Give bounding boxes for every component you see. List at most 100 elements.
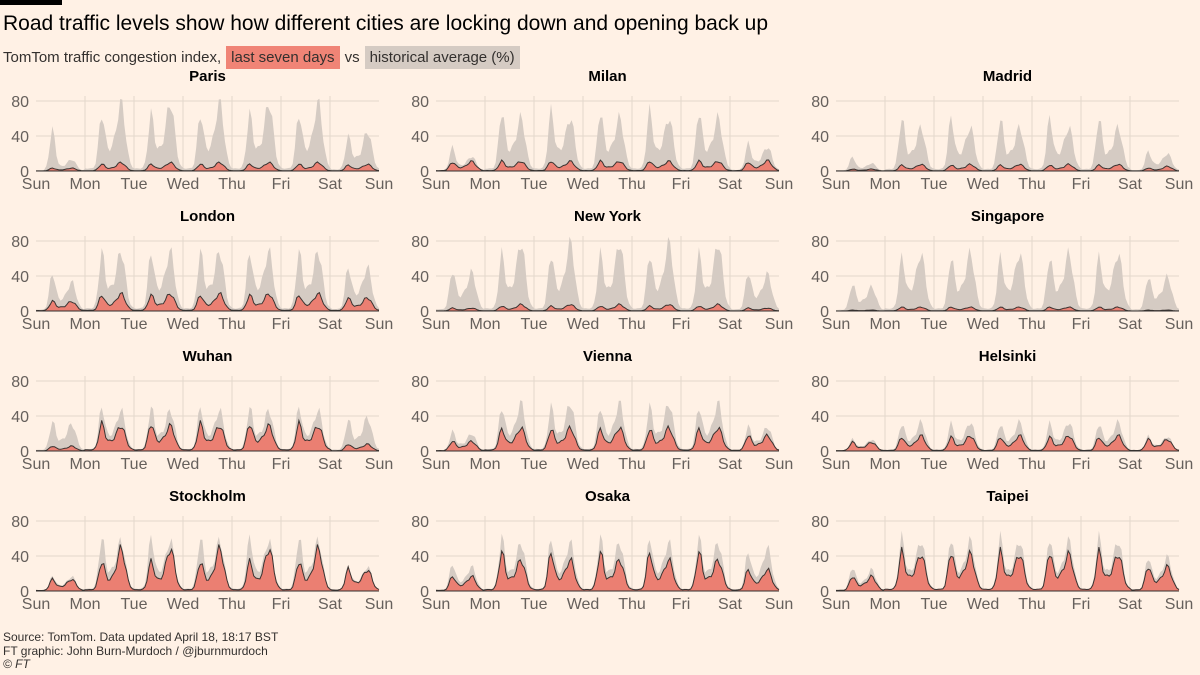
- chart-subtitle: TomTom traffic congestion index, last se…: [3, 46, 520, 69]
- x-tick-label: Mon: [869, 596, 900, 613]
- x-tick-label: Sun: [822, 596, 850, 613]
- y-tick-label: 0: [820, 164, 829, 181]
- x-tick-label: Mon: [69, 316, 100, 333]
- y-tick-label: 0: [420, 304, 429, 321]
- x-tick-label: Sat: [1118, 456, 1143, 473]
- y-tick-label: 40: [411, 269, 429, 286]
- x-tick-label: Sun: [822, 176, 850, 193]
- y-tick-label: 40: [811, 409, 829, 426]
- series-current-area: [836, 163, 1179, 171]
- x-tick-label: Wed: [967, 176, 1000, 193]
- y-tick-label: 80: [811, 514, 829, 531]
- panel-title: Singapore: [971, 208, 1044, 225]
- x-tick-label: Sun: [365, 176, 393, 193]
- x-tick-label: Mon: [69, 596, 100, 613]
- y-tick-label: 80: [11, 94, 29, 111]
- series-current-line: [35, 544, 380, 591]
- x-tick-label: Sat: [1118, 316, 1143, 333]
- x-tick-label: Fri: [1072, 316, 1091, 333]
- series-current-line: [435, 159, 780, 172]
- y-tick-label: 80: [811, 374, 829, 391]
- y-tick-label: 40: [11, 409, 29, 426]
- x-tick-label: Sun: [365, 316, 393, 333]
- y-tick-label: 0: [20, 304, 29, 321]
- legend-vs: vs: [344, 49, 360, 66]
- x-tick-label: Mon: [469, 456, 500, 473]
- y-tick-label: 80: [811, 94, 829, 111]
- panel-title: New York: [574, 208, 642, 225]
- x-tick-label: Mon: [69, 176, 100, 193]
- x-tick-label: Sat: [718, 176, 743, 193]
- panel-madrid: 0 40 80 Sun Mon Tue Wed Thu Fri Sat Sun Madrid: [811, 68, 1193, 193]
- series-current-line: [436, 424, 780, 452]
- x-tick-label: Sun: [365, 456, 393, 473]
- y-tick-label: 0: [20, 584, 29, 601]
- x-tick-label: Mon: [869, 456, 900, 473]
- y-tick-label: 0: [420, 444, 429, 461]
- y-tick-label: 40: [811, 129, 829, 146]
- x-tick-label: Wed: [167, 316, 200, 333]
- panel-paris: 0 40 80 Sun Mon Tue Wed Thu Fri Sat Sun Paris: [11, 68, 393, 193]
- x-tick-label: Mon: [869, 176, 900, 193]
- x-tick-label: Sat: [1118, 176, 1143, 193]
- series-current-line: [836, 434, 1180, 452]
- x-tick-label: Sun: [422, 596, 450, 613]
- panel-title: London: [180, 208, 235, 225]
- y-tick-label: 0: [820, 304, 829, 321]
- panel-wuhan: 0 40 80 Sun Mon Tue Wed Thu Fri Sat Sun Wuhan: [11, 348, 393, 473]
- x-tick-label: Sun: [22, 316, 50, 333]
- x-tick-label: Tue: [521, 316, 548, 333]
- source-note: Source: TomTom. Data updated April 18, 1…: [3, 630, 279, 644]
- copyright-note: © FT: [3, 657, 30, 671]
- x-tick-label: Mon: [469, 316, 500, 333]
- x-tick-label: Fri: [272, 596, 291, 613]
- panel-london: 0 40 80 Sun Mon Tue Wed Thu Fri Sat Sun London: [11, 208, 393, 333]
- series-current-area: [36, 161, 379, 171]
- x-tick-label: Tue: [121, 596, 148, 613]
- y-tick-label: 0: [20, 164, 29, 181]
- y-tick-label: 0: [20, 444, 29, 461]
- x-tick-label: Sat: [718, 456, 743, 473]
- x-tick-label: Sun: [1165, 456, 1193, 473]
- panel-milan: 0 40 80 Sun Mon Tue Wed Thu Fri Sat Sun Milan: [411, 68, 793, 193]
- series-historical-area: [36, 98, 379, 171]
- panel-stockholm: 0 40 80 Sun Mon Tue Wed Thu Fri Sat Sun Stockholm: [11, 488, 393, 613]
- x-tick-label: Tue: [921, 456, 948, 473]
- x-tick-label: Thu: [618, 176, 646, 193]
- panel-new-york: 0 40 80 Sun Mon Tue Wed Thu Fri Sat Sun New York: [411, 208, 793, 333]
- panel-title: Madrid: [983, 68, 1032, 85]
- x-tick-label: Sat: [1118, 596, 1143, 613]
- x-tick-label: Sun: [822, 316, 850, 333]
- x-tick-label: Tue: [521, 596, 548, 613]
- series-current-area: [36, 292, 379, 311]
- x-tick-label: Sun: [765, 456, 793, 473]
- series-current-area: [436, 425, 779, 451]
- y-tick-label: 80: [11, 234, 29, 251]
- series-current-area: [436, 303, 779, 311]
- x-tick-label: Sun: [765, 176, 793, 193]
- series-historical-area: [836, 114, 1179, 171]
- panel-taipei: 0 40 80 Sun Mon Tue Wed Thu Fri Sat Sun Taipei: [811, 488, 1193, 613]
- x-tick-label: Fri: [672, 176, 691, 193]
- x-tick-label: Mon: [469, 176, 500, 193]
- x-tick-label: Tue: [521, 456, 548, 473]
- x-tick-label: Sun: [22, 456, 50, 473]
- panel-title: Taipei: [986, 488, 1028, 505]
- x-tick-label: Thu: [218, 596, 246, 613]
- x-tick-label: Wed: [167, 176, 200, 193]
- x-tick-label: Sun: [765, 596, 793, 613]
- y-tick-label: 80: [411, 94, 429, 111]
- y-tick-label: 40: [811, 549, 829, 566]
- legend-current: last seven days: [226, 46, 340, 69]
- x-tick-label: Sun: [765, 316, 793, 333]
- y-tick-label: 0: [420, 164, 429, 181]
- series-current-line: [35, 291, 380, 312]
- x-tick-label: Fri: [272, 176, 291, 193]
- y-tick-label: 40: [811, 269, 829, 286]
- series-historical-area: [836, 247, 1179, 311]
- x-tick-label: Sun: [22, 176, 50, 193]
- x-tick-label: Wed: [967, 456, 1000, 473]
- panel-helsinki: 0 40 80 Sun Mon Tue Wed Thu Fri Sat Sun Helsinki: [811, 348, 1193, 473]
- x-tick-label: Fri: [272, 316, 291, 333]
